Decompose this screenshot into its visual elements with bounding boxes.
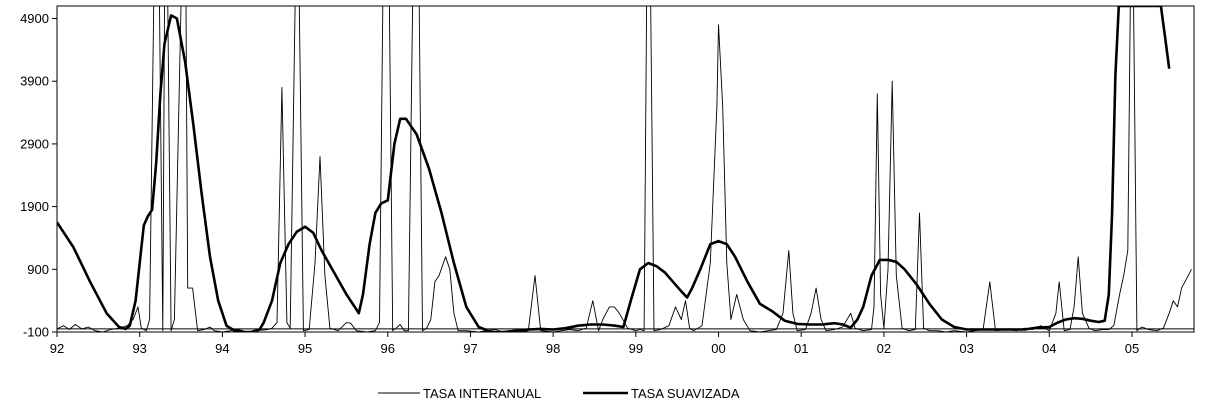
x-tick-label: 93 <box>132 341 146 356</box>
y-tick-label: 1900 <box>20 199 49 214</box>
series-line-tasa-suavizada <box>57 6 1171 332</box>
y-tick-label: -100 <box>23 325 49 340</box>
x-tick-label: 95 <box>298 341 312 356</box>
x-axis: 92 93 94 95 96 97 98 99 00 01 02 03 04 05 <box>50 332 1139 356</box>
x-tick-label: 01 <box>794 341 808 356</box>
y-axis: -100 900 1900 2900 3900 4900 <box>20 11 57 340</box>
x-tick-label: 05 <box>1125 341 1139 356</box>
x-tick-label: 04 <box>1042 341 1056 356</box>
x-tick-label: 96 <box>381 341 395 356</box>
legend-label-tasa-interanual: TASA INTERANUAL <box>423 386 541 401</box>
x-tick-label: 98 <box>546 341 560 356</box>
y-tick-label: 900 <box>27 262 49 277</box>
y-tick-label: 3900 <box>20 74 49 89</box>
y-tick-label: 4900 <box>20 11 49 26</box>
plot-area-frame <box>56 5 1195 333</box>
x-tick-label: 03 <box>959 341 973 356</box>
legend: TASA INTERANUAL TASA SUAVIZADA <box>378 386 740 401</box>
legend-label-tasa-suavizada: TASA SUAVIZADA <box>631 386 740 401</box>
x-tick-label: 97 <box>463 341 477 356</box>
x-tick-label: 00 <box>711 341 725 356</box>
x-tick-label: 99 <box>629 341 643 356</box>
x-tick-label: 92 <box>50 341 64 356</box>
series-group <box>57 6 1192 332</box>
x-tick-label: 02 <box>877 341 891 356</box>
x-tick-label: 94 <box>215 341 229 356</box>
y-tick-label: 2900 <box>20 136 49 151</box>
